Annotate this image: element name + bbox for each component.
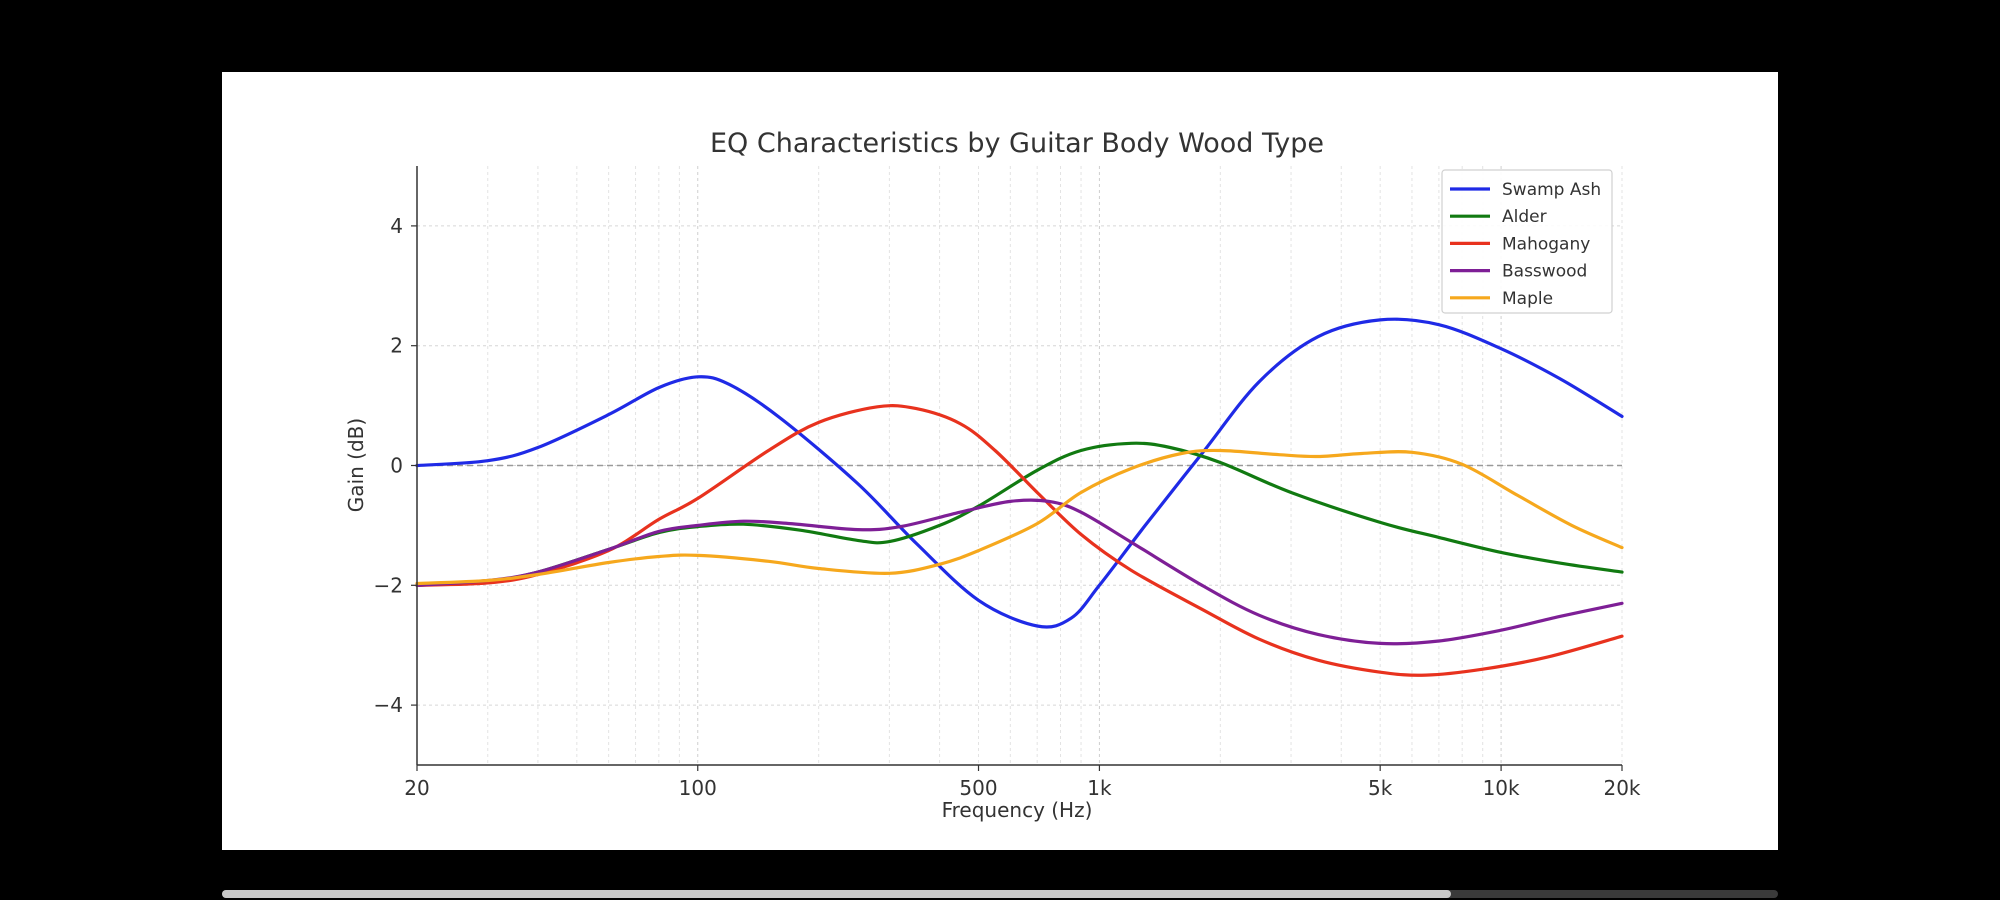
x-axis-ticks: 20 100 500 1k 5k 10k 20k xyxy=(404,765,1641,800)
chart-title: EQ Characteristics by Guitar Body Wood T… xyxy=(710,128,1324,159)
chart: EQ Characteristics by Guitar Body Wood T… xyxy=(344,128,1641,822)
y-axis-label: Gain (dB) xyxy=(344,418,368,512)
x-axis-label: Frequency (Hz) xyxy=(942,798,1093,822)
y-tick-label: 2 xyxy=(390,334,403,358)
y-tick-label: 4 xyxy=(390,214,403,238)
y-tick-label: −4 xyxy=(374,693,403,717)
legend-label-basswood: Basswood xyxy=(1502,262,1587,282)
legend: Swamp Ash Alder Mahogany Basswood Maple xyxy=(1441,169,1613,314)
legend-label-maple: Maple xyxy=(1502,289,1553,309)
legend-label-mahogany: Mahogany xyxy=(1502,234,1590,254)
series-lines xyxy=(415,317,1624,677)
legend-frame xyxy=(1441,169,1613,314)
scrollbar-thumb[interactable] xyxy=(222,890,1452,898)
y-tick-label: −2 xyxy=(374,573,403,597)
grid xyxy=(416,166,1623,765)
x-tick-label: 500 xyxy=(959,776,997,800)
x-tick-label: 10k xyxy=(1483,776,1520,800)
x-tick-label: 20k xyxy=(1603,776,1640,800)
legend-label-swamp-ash: Swamp Ash xyxy=(1502,180,1601,200)
legend-label-alder: Alder xyxy=(1502,207,1547,227)
series-line-mahogany xyxy=(415,404,1624,677)
series-line-swamp-ash xyxy=(415,317,1624,629)
x-tick-label: 5k xyxy=(1368,776,1393,800)
figure-panel: EQ Characteristics by Guitar Body Wood T… xyxy=(222,72,1778,850)
x-tick-label: 20 xyxy=(404,776,429,800)
x-tick-label: 1k xyxy=(1087,776,1112,800)
horizontal-scrollbar[interactable] xyxy=(222,890,1778,898)
y-axis-ticks: 4 2 0 −2 −4 xyxy=(374,214,417,717)
y-tick-label: 0 xyxy=(390,454,403,478)
series-line-basswood xyxy=(415,498,1624,646)
series-line-maple xyxy=(415,448,1624,586)
x-tick-label: 100 xyxy=(679,776,717,800)
